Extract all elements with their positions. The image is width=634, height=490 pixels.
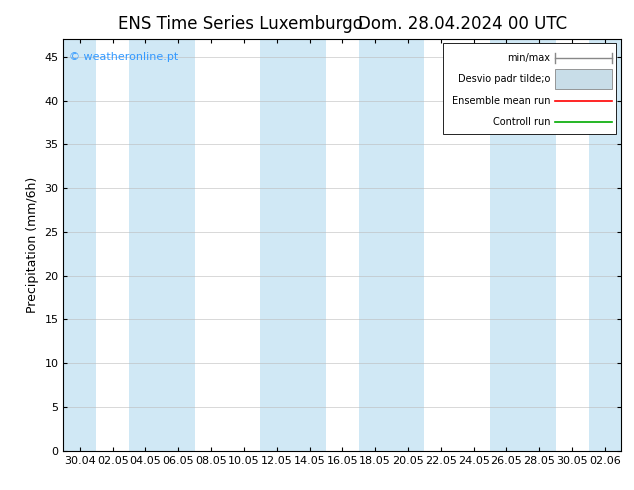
- Text: Desvio padr tilde;o: Desvio padr tilde;o: [458, 74, 550, 84]
- Bar: [261, 39, 326, 451]
- Text: © weatheronline.pt: © weatheronline.pt: [69, 51, 178, 62]
- Y-axis label: Precipitation (mm/6h): Precipitation (mm/6h): [26, 177, 39, 313]
- Bar: [359, 39, 424, 451]
- Bar: [63, 39, 96, 451]
- Bar: [490, 39, 555, 451]
- FancyBboxPatch shape: [443, 43, 616, 134]
- Bar: [129, 39, 195, 451]
- Text: Dom. 28.04.2024 00 UTC: Dom. 28.04.2024 00 UTC: [358, 15, 567, 33]
- Text: ENS Time Series Luxemburgo: ENS Time Series Luxemburgo: [119, 15, 363, 33]
- Text: min/max: min/max: [507, 53, 550, 63]
- Text: Ensemble mean run: Ensemble mean run: [451, 96, 550, 105]
- Bar: [588, 39, 621, 451]
- Bar: [555, 69, 612, 89]
- Text: Controll run: Controll run: [493, 117, 550, 127]
